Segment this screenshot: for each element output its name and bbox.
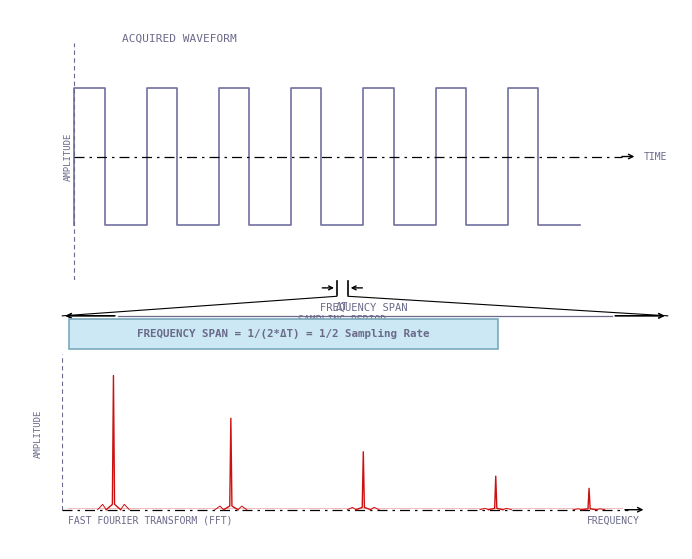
Text: AMPLITUDE: AMPLITUDE [34,409,43,458]
Text: FREQUENCY SPAN = 1/(2*ΔT) = 1/2 Sampling Rate: FREQUENCY SPAN = 1/(2*ΔT) = 1/2 Sampling… [138,329,430,339]
Text: ΔT: ΔT [336,302,349,312]
Text: FREQUENCY: FREQUENCY [588,516,640,526]
FancyBboxPatch shape [69,319,498,349]
Text: AMPLITUDE: AMPLITUDE [64,132,73,181]
Text: TIME: TIME [644,151,667,162]
Text: SAMPLING PERIOD: SAMPLING PERIOD [298,315,386,325]
Text: ACQUIRED WAVEFORM: ACQUIRED WAVEFORM [122,34,237,44]
Text: FAST FOURIER TRANSFORM (FFT): FAST FOURIER TRANSFORM (FFT) [69,516,233,526]
Text: FREQUENCY SPAN: FREQUENCY SPAN [320,303,407,313]
